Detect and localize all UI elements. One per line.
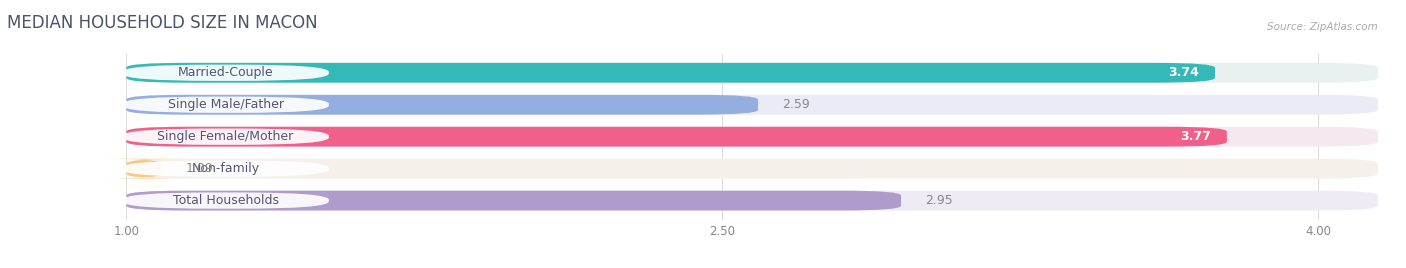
FancyBboxPatch shape [103, 159, 186, 178]
FancyBboxPatch shape [122, 161, 329, 177]
Text: 3.74: 3.74 [1168, 66, 1199, 79]
FancyBboxPatch shape [127, 191, 901, 210]
Text: 2.95: 2.95 [925, 194, 953, 207]
Text: Non-family: Non-family [191, 162, 260, 175]
FancyBboxPatch shape [127, 127, 1378, 147]
FancyBboxPatch shape [122, 129, 329, 145]
Text: Single Male/Father: Single Male/Father [167, 98, 284, 111]
FancyBboxPatch shape [122, 65, 329, 81]
Text: Total Households: Total Households [173, 194, 278, 207]
FancyBboxPatch shape [127, 63, 1378, 83]
FancyBboxPatch shape [122, 192, 329, 209]
FancyBboxPatch shape [127, 63, 1215, 83]
FancyBboxPatch shape [127, 127, 1227, 147]
Text: Source: ZipAtlas.com: Source: ZipAtlas.com [1267, 22, 1378, 32]
FancyBboxPatch shape [122, 96, 329, 113]
Text: MEDIAN HOUSEHOLD SIZE IN MACON: MEDIAN HOUSEHOLD SIZE IN MACON [7, 14, 318, 32]
Text: 2.59: 2.59 [782, 98, 810, 111]
FancyBboxPatch shape [127, 95, 1378, 115]
Text: Single Female/Mother: Single Female/Mother [157, 130, 294, 143]
Text: Married-Couple: Married-Couple [177, 66, 273, 79]
Text: 1.09: 1.09 [186, 162, 214, 175]
FancyBboxPatch shape [127, 191, 1378, 210]
Text: 3.77: 3.77 [1180, 130, 1211, 143]
FancyBboxPatch shape [127, 95, 758, 115]
FancyBboxPatch shape [127, 159, 1378, 178]
